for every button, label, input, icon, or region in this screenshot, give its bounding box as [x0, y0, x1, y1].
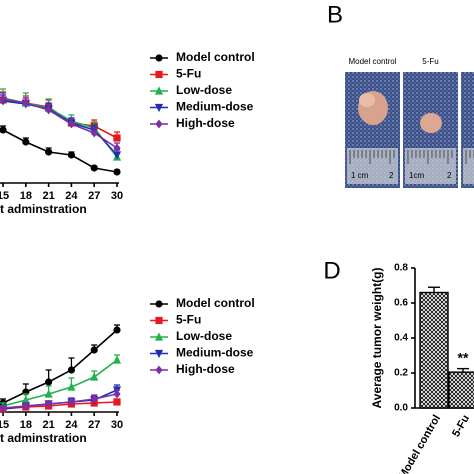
- bar: [448, 371, 474, 409]
- y-axis-label: Average tumor weight(g): [370, 268, 384, 409]
- x-tick-label: 27: [88, 190, 100, 202]
- marker: [113, 389, 121, 399]
- y-tick-label: 0.2: [394, 368, 408, 379]
- marker: [90, 372, 99, 381]
- x-tick-label: 18: [20, 190, 32, 202]
- marker: [44, 389, 53, 398]
- marker: [113, 134, 121, 142]
- marker: [0, 126, 7, 134]
- y-tick-label: 0.6: [394, 298, 408, 309]
- x-tick-label: 15: [0, 190, 9, 202]
- marker: [113, 326, 121, 334]
- legend-label: 5-Fu: [176, 313, 201, 327]
- bar: [419, 291, 449, 409]
- x-axis-label: t adminstration: [0, 202, 87, 216]
- series-line: [2, 329, 118, 404]
- legend-marker: [154, 103, 164, 113]
- legend-marker: [155, 316, 163, 325]
- marker: [113, 398, 121, 406]
- marker: [67, 397, 76, 407]
- x-tick-label: 5-Fu: [450, 413, 472, 439]
- legend-marker: [155, 119, 163, 129]
- marker: [45, 399, 53, 409]
- ruler: [463, 148, 474, 184]
- marker: [113, 168, 121, 176]
- y-tick-label: 0.4: [394, 333, 408, 344]
- x-tick-label: 30: [111, 419, 123, 431]
- x-tick-label: 24: [65, 190, 78, 202]
- marker: [45, 378, 53, 386]
- marker: [112, 151, 122, 160]
- legend-marker: [154, 349, 164, 359]
- marker: [22, 98, 30, 108]
- ruler-label: 1cm: [409, 171, 424, 180]
- x-tick-label: 27: [88, 419, 100, 431]
- marker: [67, 119, 76, 129]
- x-tick-label: 15: [0, 419, 9, 431]
- marker: [45, 105, 53, 115]
- y-tick-label: 0.8: [394, 263, 408, 274]
- panel-label: D: [323, 257, 340, 284]
- x-tick-label: 30: [111, 190, 123, 202]
- marker: [21, 395, 30, 404]
- marker: [90, 164, 98, 172]
- legend-marker: [155, 365, 163, 375]
- panel-label: B: [327, 1, 343, 28]
- marker: [90, 394, 98, 404]
- marker: [112, 355, 122, 364]
- legend-label: Low-dose: [176, 83, 232, 97]
- x-axis-label: t adminstration: [0, 431, 87, 445]
- series-line: [2, 129, 118, 173]
- ruler: [347, 148, 398, 184]
- ruler-label: 2: [389, 171, 394, 180]
- marker: [67, 366, 76, 374]
- legend-label: High-dose: [176, 116, 235, 130]
- series-line: [2, 98, 118, 149]
- marker: [67, 151, 76, 159]
- tumor: [359, 93, 375, 107]
- legend-label: Model control: [176, 296, 255, 310]
- legend-label: Medium-dose: [176, 346, 254, 360]
- annotation: **: [458, 349, 469, 365]
- legend-label: Low-dose: [176, 329, 232, 343]
- marker: [113, 143, 121, 153]
- photo-label: Model control: [348, 57, 396, 66]
- legend-label: 5-Fu: [176, 67, 201, 81]
- x-tick-label: 24: [65, 419, 78, 431]
- photo-label: 5-Fu: [422, 57, 438, 66]
- x-tick-label: 18: [20, 419, 32, 431]
- y-tick-label: 0.0: [394, 403, 408, 414]
- ruler-label: 1 cm: [351, 171, 369, 180]
- marker: [90, 346, 98, 354]
- legend-marker: [155, 300, 163, 308]
- marker: [45, 148, 53, 156]
- marker: [67, 382, 76, 391]
- legend-marker: [155, 54, 163, 62]
- series-line: [2, 393, 118, 409]
- legend-marker: [154, 86, 164, 95]
- legend-label: Medium-dose: [176, 100, 254, 114]
- series-line: [2, 401, 118, 410]
- marker: [0, 403, 7, 413]
- ruler-label: 2: [447, 171, 452, 180]
- marker: [90, 128, 98, 138]
- series-line: [2, 97, 118, 158]
- tumor: [420, 113, 442, 133]
- legend-marker: [155, 70, 163, 79]
- marker: [0, 94, 7, 104]
- ruler: [405, 148, 456, 184]
- legend-label: High-dose: [176, 362, 235, 376]
- series-line: [2, 359, 118, 407]
- series-line: [2, 99, 118, 139]
- x-tick-label: 21: [42, 190, 54, 202]
- marker: [22, 138, 30, 146]
- x-tick-label: Model control: [397, 413, 443, 474]
- series-line: [2, 100, 118, 156]
- legend-label: Model control: [176, 50, 255, 64]
- x-tick-label: 21: [42, 419, 54, 431]
- marker: [22, 401, 30, 411]
- legend-marker: [154, 332, 164, 341]
